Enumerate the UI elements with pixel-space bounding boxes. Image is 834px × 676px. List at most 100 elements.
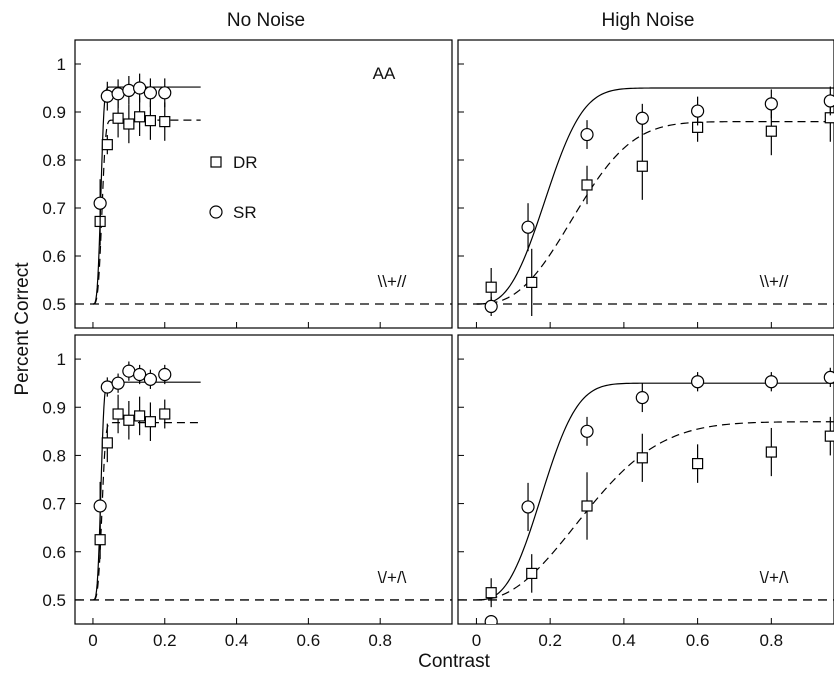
condition-label: \/+/\ xyxy=(760,568,789,587)
dr-point xyxy=(144,115,156,127)
sr-point xyxy=(133,81,147,95)
dr-point xyxy=(581,179,593,191)
x-tick-label: 0.6 xyxy=(686,631,710,650)
sr-point xyxy=(764,375,778,389)
dr-point xyxy=(526,567,538,580)
sr-point xyxy=(158,367,172,382)
sr-point xyxy=(111,87,125,101)
x-tick-label: 0 xyxy=(472,631,481,650)
y-tick-label: 0.6 xyxy=(42,247,66,266)
sr-point xyxy=(823,370,834,384)
plot-area xyxy=(75,73,452,305)
dr-point xyxy=(101,437,113,449)
x-tick-label: 0.4 xyxy=(612,631,636,650)
sr-point xyxy=(158,86,172,100)
y-tick-label: 0.9 xyxy=(42,103,66,122)
panel-frame xyxy=(457,334,834,625)
panel-frame xyxy=(457,39,834,329)
panel-bottom-right: 0 0.2 0.4 0.6 0.8 \/+/\ xyxy=(457,334,834,650)
series-sr xyxy=(484,367,834,624)
condition-label: \\+// xyxy=(378,272,407,291)
dr-point xyxy=(159,408,171,420)
series-dr xyxy=(94,97,171,246)
x-tick-label: 0.6 xyxy=(297,631,321,650)
dr-point xyxy=(485,587,497,599)
x-tick-label: 0.2 xyxy=(153,631,177,650)
x-tick-label: 0.2 xyxy=(538,631,562,650)
y-tick-label: 1 xyxy=(57,55,66,74)
x-tick-label: 0.8 xyxy=(760,631,784,650)
sr-point xyxy=(521,220,535,234)
sr-point xyxy=(93,499,107,513)
y-tick-label: 0.8 xyxy=(42,446,66,465)
series-sr xyxy=(484,86,834,316)
sr-point xyxy=(111,376,125,390)
dr-point xyxy=(112,408,124,420)
fit-curve-sr xyxy=(93,381,201,601)
y-tick-label: 0.6 xyxy=(42,543,66,562)
sr-point xyxy=(143,372,157,386)
sr-point xyxy=(143,86,157,100)
sr-point xyxy=(133,367,147,382)
plot-area xyxy=(458,86,834,316)
dr-point xyxy=(144,416,156,428)
sr-point xyxy=(823,94,834,108)
dr-point xyxy=(94,534,106,546)
dr-point xyxy=(159,115,171,128)
series-dr xyxy=(94,394,171,559)
sr-point xyxy=(635,111,649,125)
dr-point xyxy=(112,112,124,124)
observer-label: AA xyxy=(373,64,396,83)
legend-marker-square xyxy=(210,156,222,168)
dr-point xyxy=(581,500,593,512)
column-title-no-noise: No Noise xyxy=(227,10,305,31)
dr-point xyxy=(134,111,146,123)
condition-label: \\+// xyxy=(760,272,789,291)
series-sr xyxy=(93,73,172,228)
sr-point xyxy=(521,500,535,514)
sr-point xyxy=(580,127,594,142)
y-tick-label: 0.9 xyxy=(42,398,66,417)
panels: 0.5 0.6 0.7 0.8 0.9 1 \\+// AA DR SR \\+// 0.5 0.6 0.… xyxy=(42,39,834,650)
sr-point xyxy=(484,614,498,624)
y-tick-label: 1 xyxy=(57,350,66,369)
panel-top-left: 0.5 0.6 0.7 0.8 0.9 1 \\+// AA DR SR xyxy=(42,39,453,329)
dr-point xyxy=(692,458,704,470)
sr-point xyxy=(93,196,107,210)
condition-label: \/+/\ xyxy=(378,568,407,587)
fit-curve-sr xyxy=(93,86,201,305)
sr-point xyxy=(122,83,136,98)
dr-point xyxy=(123,118,135,130)
sr-point xyxy=(635,391,649,405)
y-axis-label: Percent Correct xyxy=(12,262,33,396)
y-tick-label: 0.7 xyxy=(42,199,66,218)
panel-frame xyxy=(74,39,453,329)
plot-area xyxy=(75,361,452,601)
x-tick-label: 0 xyxy=(88,631,97,650)
sr-point xyxy=(691,375,705,389)
sr-point xyxy=(100,89,114,103)
dr-point xyxy=(824,430,834,442)
dr-point xyxy=(636,452,648,464)
plot-area xyxy=(458,367,834,624)
y-tick-label: 0.5 xyxy=(42,295,66,314)
series-dr xyxy=(485,416,834,608)
fit-curve-dr xyxy=(476,121,834,305)
legend-label-sr: SR xyxy=(233,203,257,222)
dr-point xyxy=(765,125,777,137)
sr-point xyxy=(691,104,705,118)
dr-point xyxy=(526,276,538,288)
legend-label-dr: DR xyxy=(233,153,258,172)
legend-marker-circle xyxy=(209,205,223,219)
panel-bottom-left: 0.5 0.6 0.7 0.8 0.9 1 0 0.2 0.4 0.6 0.8 \/+/\ xyxy=(42,334,453,650)
panel-top-right: \\+// xyxy=(457,39,834,329)
sr-point xyxy=(580,424,594,438)
sr-point xyxy=(484,299,498,313)
column-title-high-noise: High Noise xyxy=(602,10,695,31)
fit-curve-dr xyxy=(93,422,201,601)
y-tick-label: 0.5 xyxy=(42,591,66,610)
sr-point xyxy=(764,97,778,111)
x-tick-label: 0.4 xyxy=(225,631,249,650)
sr-point xyxy=(122,364,136,378)
